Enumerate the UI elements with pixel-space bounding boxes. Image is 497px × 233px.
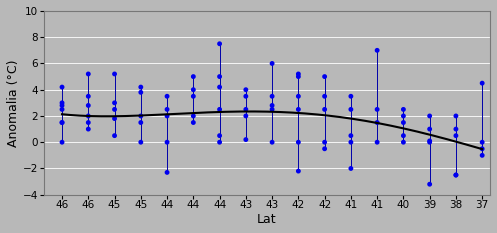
Point [478, 81, 486, 85]
Point [84, 121, 92, 124]
Point [58, 104, 66, 107]
Point [400, 121, 408, 124]
Point [84, 72, 92, 76]
Point [216, 42, 224, 46]
Point [268, 94, 276, 98]
Point [294, 108, 302, 111]
Point [110, 72, 118, 76]
Point [400, 134, 408, 137]
Point [137, 90, 145, 94]
Point [216, 108, 224, 111]
Point [294, 72, 302, 76]
Point [294, 140, 302, 144]
Point [347, 94, 355, 98]
Point [294, 169, 302, 173]
Point [426, 114, 434, 118]
Point [347, 108, 355, 111]
Point [58, 140, 66, 144]
Point [347, 134, 355, 137]
Point [137, 121, 145, 124]
Point [294, 94, 302, 98]
Point [242, 94, 250, 98]
Point [321, 75, 329, 79]
Point [321, 140, 329, 144]
Point [163, 140, 171, 144]
Point [216, 85, 224, 89]
Point [268, 62, 276, 65]
Point [110, 108, 118, 111]
Point [110, 101, 118, 105]
Point [84, 114, 92, 118]
Point [373, 108, 381, 111]
Point [163, 108, 171, 111]
Point [189, 75, 197, 79]
Point [373, 48, 381, 52]
Point [137, 114, 145, 118]
Point [242, 88, 250, 92]
Point [478, 147, 486, 151]
Point [373, 140, 381, 144]
Y-axis label: Anomalia (°C): Anomalia (°C) [7, 59, 20, 147]
Point [58, 101, 66, 105]
Point [110, 134, 118, 137]
Point [347, 140, 355, 144]
Point [242, 138, 250, 141]
Point [163, 114, 171, 118]
Point [426, 140, 434, 144]
Point [268, 104, 276, 107]
Point [426, 127, 434, 131]
X-axis label: Lat: Lat [257, 213, 277, 226]
Point [400, 108, 408, 111]
Point [110, 117, 118, 120]
Point [189, 121, 197, 124]
Point [478, 140, 486, 144]
Point [216, 140, 224, 144]
Point [189, 94, 197, 98]
Point [478, 154, 486, 157]
Point [452, 173, 460, 177]
Point [321, 94, 329, 98]
Point [321, 108, 329, 111]
Point [426, 139, 434, 143]
Point [452, 127, 460, 131]
Point [58, 121, 66, 124]
Point [400, 114, 408, 118]
Point [400, 140, 408, 144]
Point [452, 134, 460, 137]
Point [426, 182, 434, 186]
Point [373, 121, 381, 124]
Point [347, 167, 355, 170]
Point [268, 108, 276, 111]
Point [163, 171, 171, 174]
Point [294, 75, 302, 79]
Point [268, 140, 276, 144]
Point [84, 104, 92, 107]
Point [189, 114, 197, 118]
Point [137, 140, 145, 144]
Point [58, 85, 66, 89]
Point [189, 88, 197, 92]
Point [242, 114, 250, 118]
Point [321, 147, 329, 151]
Point [84, 127, 92, 131]
Point [163, 94, 171, 98]
Point [216, 75, 224, 79]
Point [452, 114, 460, 118]
Point [242, 108, 250, 111]
Point [137, 85, 145, 89]
Point [216, 134, 224, 137]
Point [58, 121, 66, 124]
Point [452, 173, 460, 177]
Point [58, 108, 66, 111]
Point [84, 94, 92, 98]
